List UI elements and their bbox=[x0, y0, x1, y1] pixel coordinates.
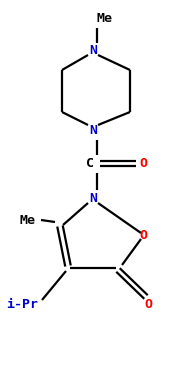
Text: Me: Me bbox=[97, 12, 113, 24]
Text: O: O bbox=[139, 229, 147, 242]
Text: O: O bbox=[139, 157, 147, 170]
Text: O: O bbox=[144, 299, 152, 312]
Text: N: N bbox=[89, 43, 97, 56]
Text: N: N bbox=[89, 124, 97, 137]
Text: i-Pr: i-Pr bbox=[6, 299, 38, 312]
Text: N: N bbox=[89, 191, 97, 204]
Text: Me: Me bbox=[20, 213, 36, 227]
Text: C: C bbox=[86, 157, 94, 170]
